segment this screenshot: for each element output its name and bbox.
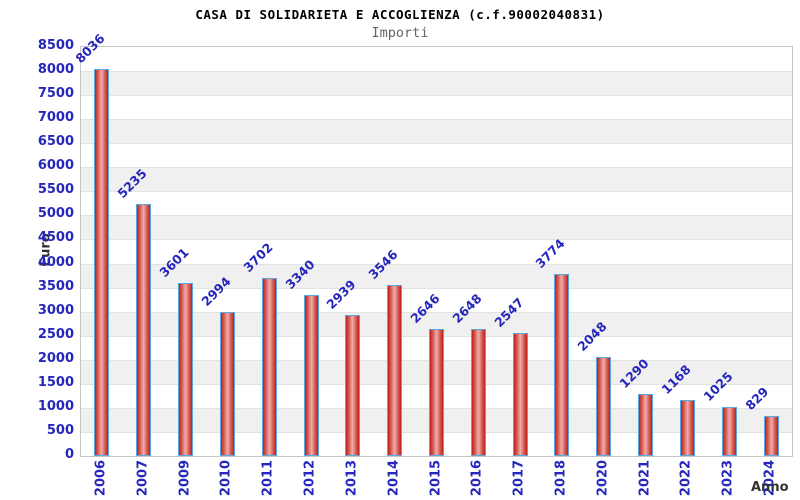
y-tick-8500: 8500 xyxy=(37,38,74,53)
bar-2023 xyxy=(721,406,737,456)
bar-2007 xyxy=(136,204,152,456)
bar-2022 xyxy=(679,399,695,456)
bar-2012 xyxy=(303,295,319,456)
plot-band xyxy=(81,287,792,312)
y-tick-6000: 6000 xyxy=(37,158,74,174)
bar-2015 xyxy=(429,328,444,456)
gridline xyxy=(81,287,792,289)
gridline xyxy=(81,191,792,193)
bar-2010 xyxy=(219,311,235,456)
y-tick-8000: 8000 xyxy=(37,62,74,78)
x-tick-2007: 2007 xyxy=(135,459,151,497)
x-tick-2014: 2014 xyxy=(386,459,402,497)
gridline xyxy=(81,119,792,121)
plot-area: 8036 5235 3601 2994 3702 3340 2939 3546 2646 2648… xyxy=(73,31,793,457)
x-tick-2020: 2020 xyxy=(595,459,611,497)
y-tick-7500: 7500 xyxy=(37,86,74,102)
bar-2020 xyxy=(596,357,612,456)
x-axis: 2006 2007 2009 2010 2011 2012 2013 2014 2015 2016… xyxy=(80,456,791,500)
gridline xyxy=(81,311,792,313)
plot-band xyxy=(81,119,792,144)
x-tick-2009: 2009 xyxy=(177,459,193,497)
y-tick-3500: 3500 xyxy=(37,278,74,294)
plot-band xyxy=(81,191,792,216)
y-tick-7000: 7000 xyxy=(37,110,74,126)
bar-2024 xyxy=(763,416,779,456)
gridline xyxy=(81,239,792,241)
plot-band xyxy=(81,263,792,288)
bar-2013 xyxy=(345,314,361,456)
bar-2011 xyxy=(261,277,277,456)
plot-band xyxy=(81,239,792,264)
x-tick-2022: 2022 xyxy=(678,459,694,497)
y-tick-2500: 2500 xyxy=(37,326,74,342)
y-tick-5500: 5500 xyxy=(37,182,74,198)
y-tick-5000: 5000 xyxy=(37,206,74,222)
gridline xyxy=(81,143,792,145)
y-tick-500: 500 xyxy=(46,422,74,438)
x-tick-2013: 2013 xyxy=(344,459,360,497)
bar-2009 xyxy=(178,282,194,456)
y-tick-4000: 4000 xyxy=(37,254,74,270)
plot-band xyxy=(81,167,792,192)
plot-band xyxy=(81,215,792,240)
y-tick-2000: 2000 xyxy=(37,350,74,366)
x-tick-2012: 2012 xyxy=(302,459,318,497)
x-tick-2010: 2010 xyxy=(218,459,234,497)
bar-2016 xyxy=(470,328,486,456)
chart-subtitle: Importi xyxy=(371,25,429,41)
bar-2018 xyxy=(554,274,570,456)
y-tick-1500: 1500 xyxy=(37,374,74,390)
bar-2006 xyxy=(94,69,110,456)
plot-band xyxy=(81,95,792,120)
x-tick-2011: 2011 xyxy=(260,459,276,497)
x-tick-2018: 2018 xyxy=(553,459,569,497)
x-tick-2006: 2006 xyxy=(93,459,109,497)
chart-title: CASA DI SOLIDARIETA E ACCOGLIENZA (c.f.9… xyxy=(195,7,605,22)
y-tick-4500: 4500 xyxy=(37,230,74,246)
plot-band xyxy=(81,143,792,168)
bar-2014 xyxy=(387,285,403,456)
plot-band xyxy=(81,71,792,96)
x-axis-title: Anno xyxy=(751,480,789,495)
gridline xyxy=(81,263,792,265)
gridline xyxy=(81,95,792,97)
x-tick-2023: 2023 xyxy=(720,459,736,497)
gridline xyxy=(81,215,792,217)
gridline xyxy=(81,167,792,169)
plot-band xyxy=(81,47,792,72)
x-tick-2017: 2017 xyxy=(511,459,527,497)
y-tick-0: 0 xyxy=(64,447,74,462)
bar-2021 xyxy=(638,393,654,456)
y-tick-3000: 3000 xyxy=(37,302,74,318)
gridline xyxy=(81,71,792,73)
bar-2017 xyxy=(512,333,528,456)
y-axis: 0 500 1000 1500 2000 2500 3000 3500 4000 4500 5000… xyxy=(0,38,74,462)
x-tick-2021: 2021 xyxy=(637,459,653,497)
y-tick-1000: 1000 xyxy=(37,398,74,414)
x-tick-2016: 2016 xyxy=(469,459,485,497)
x-tick-2015: 2015 xyxy=(428,459,443,497)
y-tick-6500: 6500 xyxy=(37,134,74,150)
